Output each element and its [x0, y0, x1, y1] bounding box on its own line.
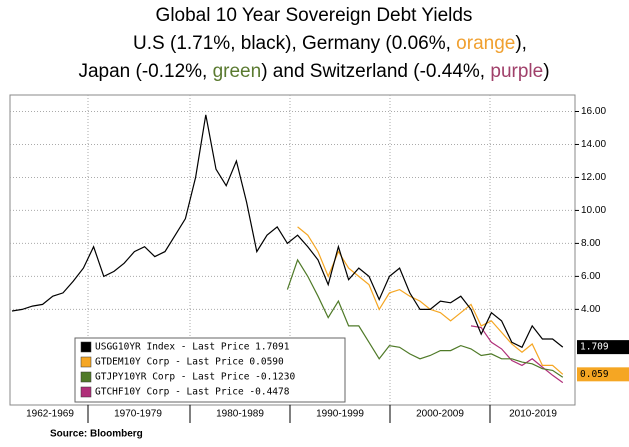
x-tick-label: 2010-2019: [509, 409, 557, 420]
legend-box: [74, 337, 346, 403]
legend-label: GTJPY10YR Corp - Last Price -0.1230: [95, 372, 295, 383]
legend-swatch: [80, 371, 92, 383]
legend-swatch: [80, 356, 92, 368]
x-tick-label: 2000-2009: [416, 409, 464, 420]
title-segment: ) and Switzerland (-0.44%,: [261, 61, 490, 82]
legend-label: GTCHF10Y Corp - Last Price -0.4478: [95, 387, 290, 398]
title-segment: ): [543, 61, 549, 82]
y-tick-label: 6.00: [581, 271, 601, 282]
title-segment: green: [213, 61, 262, 82]
legend-label: USGG10YR Index - Last Price 1.7091: [95, 342, 290, 353]
last-price-box: [577, 367, 629, 382]
series-line: [470, 325, 564, 384]
title-segment: Japan (-0.12%,: [78, 61, 212, 82]
title-segment: orange: [456, 33, 515, 54]
y-tick-label: 8.00: [581, 238, 601, 249]
y-tick-label: 10.00: [581, 205, 606, 216]
title-line: U.S (1.71%, black), Germany (0.06%, oran…: [133, 33, 527, 54]
title-segment: ),: [515, 33, 527, 54]
title-line: Global 10 Year Sovereign Debt Yields: [156, 5, 473, 26]
title-segment: purple: [490, 61, 543, 82]
last-price-label: 0.059: [580, 369, 609, 380]
x-tick-label: 1962-1969: [26, 409, 74, 420]
x-tick-label: 1980-1989: [216, 409, 264, 420]
y-tick-label: 12.00: [581, 172, 606, 183]
y-tick-label: 4.00: [581, 304, 601, 315]
title-segment: U.S (1.71%, black), Germany (0.06%,: [133, 33, 456, 54]
series-line: [286, 258, 564, 378]
x-tick-label: 1970-1979: [114, 409, 162, 420]
source: Source: Bloomberg: [50, 429, 143, 440]
title-segment: Global 10 Year Sovereign Debt Yields: [156, 5, 473, 26]
legend-label: GTDEM10Y Corp - Last Price 0.0590: [95, 357, 284, 368]
y-tick-label: 16.00: [581, 106, 606, 117]
series-line: [11, 114, 564, 349]
legend-swatch: [80, 386, 92, 398]
title-line: Japan (-0.12%, green) and Switzerland (-…: [78, 61, 549, 82]
y-tick-label: 14.00: [581, 139, 606, 150]
last-price-box: [577, 340, 629, 355]
last-price-label: 1.709: [580, 342, 609, 353]
x-tick-label: 1990-1999: [316, 409, 364, 420]
legend-swatch: [80, 341, 92, 353]
